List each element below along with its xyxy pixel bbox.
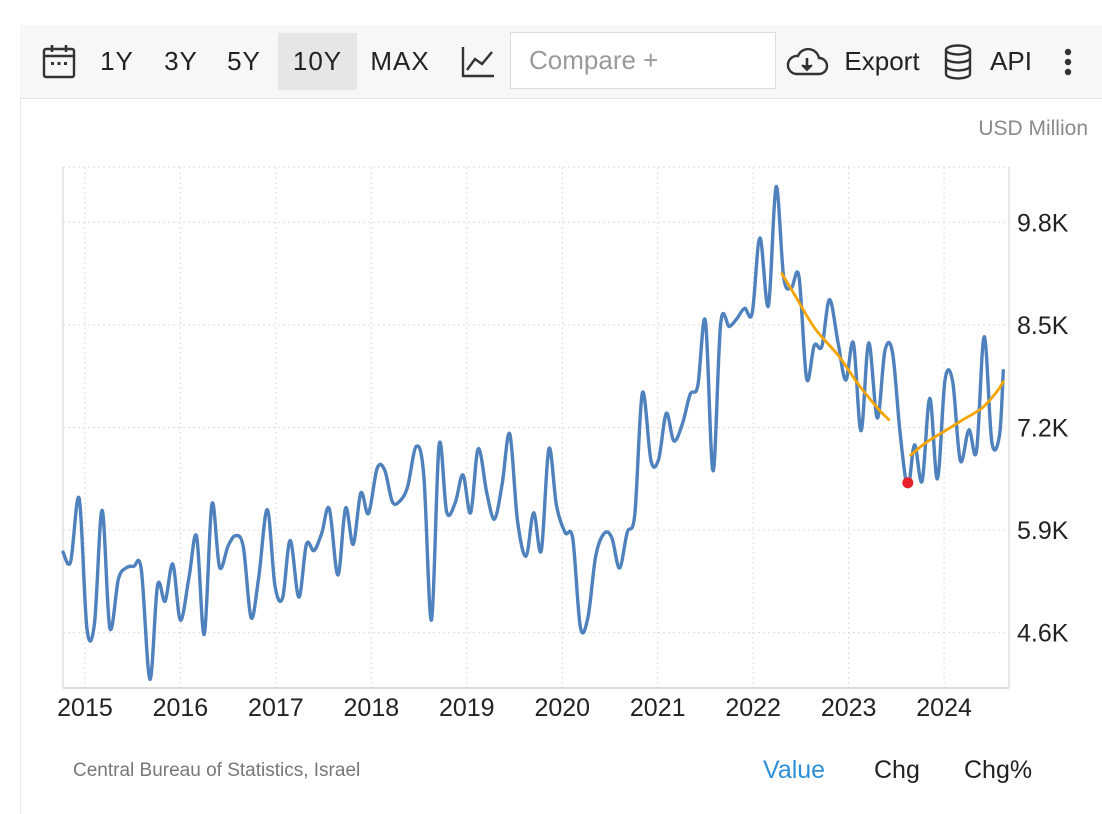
x-tick-label: 2023 (821, 694, 877, 722)
y-tick-label: 9.8K (1017, 209, 1069, 237)
y-tick-label: 7.2K (1017, 415, 1069, 443)
source-label: Central Bureau of Statistics, Israel (73, 760, 361, 781)
more-vertical-icon[interactable] (1054, 25, 1082, 98)
series-line-trend-1 (780, 272, 891, 421)
range-3y-button[interactable]: 3Y (164, 46, 198, 76)
x-tick-label: 2019 (439, 694, 495, 722)
y-tick-label: 8.5K (1017, 312, 1069, 340)
export-button[interactable]: Export (844, 46, 920, 76)
database-icon-graphic (944, 43, 972, 80)
range-1y-button[interactable]: 1Y (100, 46, 134, 76)
unit-label: USD Million (978, 117, 1088, 140)
highlight-point (902, 477, 914, 489)
range-max-button[interactable]: MAX (370, 46, 430, 76)
series-line-trend-2 (909, 380, 1005, 457)
series-line-value (61, 184, 1005, 682)
mode-value-button[interactable]: Value (763, 756, 826, 784)
x-tick-label: 2024 (916, 694, 972, 722)
api-button[interactable]: API (990, 46, 1032, 76)
compare-input[interactable] (510, 32, 776, 89)
chart-series (61, 184, 1005, 682)
y-axis-ticks: 4.6K 5.9K 7.2K 8.5K 9.8K (1017, 209, 1069, 647)
cloud-download-icon[interactable] (782, 25, 832, 98)
x-tick-label: 2020 (534, 694, 590, 722)
x-tick-label: 2017 (248, 694, 304, 722)
x-tick-label: 2015 (57, 694, 113, 722)
x-tick-label: 2016 (153, 694, 209, 722)
calendar-icon-graphic (42, 44, 76, 78)
y-tick-label: 4.6K (1017, 620, 1069, 648)
mode-chg-button[interactable]: Chg (874, 756, 920, 784)
line-chart-icon-graphic (461, 46, 494, 77)
mode-chg-pct-button[interactable]: Chg% (964, 756, 1033, 784)
calendar-icon[interactable] (34, 25, 84, 98)
range-5y-button[interactable]: 5Y (227, 46, 261, 76)
x-axis-ticks: 2015 2016 2017 2018 2019 2020 2021 2022 2023 2024 (57, 694, 972, 722)
line-chart-icon[interactable] (456, 25, 500, 98)
x-tick-label: 2021 (630, 694, 686, 722)
cloud-download-icon-graphic (786, 47, 829, 75)
y-tick-label: 5.9K (1017, 517, 1069, 545)
range-10y-button[interactable]: 10Y (278, 33, 357, 90)
x-tick-label: 2022 (725, 694, 781, 722)
x-tick-label: 2018 (344, 694, 400, 722)
more-vertical-icon-graphic (1064, 48, 1072, 75)
database-icon[interactable] (938, 25, 978, 98)
chart-grid (63, 166, 1009, 688)
chart-axes (62, 167, 1010, 689)
